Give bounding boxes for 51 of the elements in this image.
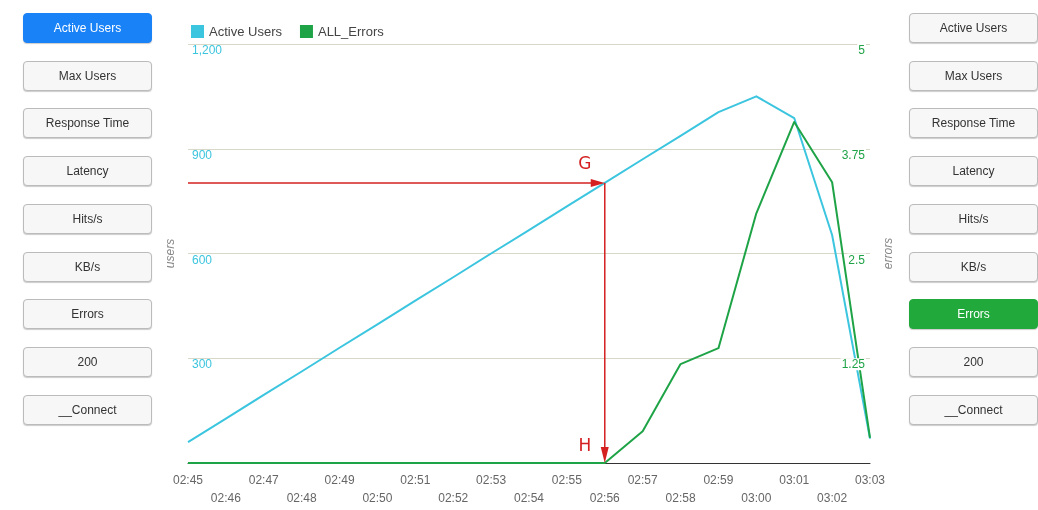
category-label: Max Users (909, 60, 1038, 91)
x-tick-label: 02:46 (210, 491, 242, 505)
y2-axis-title: errors (881, 237, 895, 270)
category-label: 200 (23, 346, 152, 377)
y2-tick-label: 2.5 (848, 252, 866, 267)
category-label: Max Users (23, 60, 152, 91)
category-label: 200 (909, 346, 1038, 377)
legend-label: ALL_Errors (317, 24, 385, 39)
y2-tick-label: 5 (858, 43, 866, 57)
category-label: Hits/s (909, 203, 1038, 234)
y2-tick-label: 1.25 (841, 357, 866, 372)
category-label: Response Time (23, 108, 152, 139)
annotation: G (578, 152, 592, 173)
category-label: Response Time (909, 108, 1038, 139)
category-label: Hits/s (23, 203, 152, 234)
y-tick-label: 300 (192, 357, 213, 372)
x-tick-label: 02:47 (248, 473, 280, 487)
x-tick-label: 02:56 (589, 491, 621, 505)
x-tick-label: 03:03 (854, 473, 886, 487)
category-label: __Connect (909, 394, 1038, 425)
y-axis-title: users (163, 238, 177, 269)
x-tick-label: 02:49 (324, 473, 355, 487)
x-tick-label: 02:58 (665, 491, 696, 505)
x-tick-label: 03:02 (817, 491, 848, 505)
category-label: __Connect (23, 394, 152, 425)
category-label: Active Users (23, 13, 152, 43)
x-tick-label: 02:57 (627, 473, 659, 487)
category-label: Active Users (909, 13, 1038, 43)
x-tick-label: 02:51 (400, 473, 431, 487)
x-tick-label: 03:00 (741, 491, 772, 505)
x-tick-label: 02:50 (362, 491, 393, 505)
x-tick-label: 02:53 (476, 473, 507, 487)
y-tick-label: 600 (192, 252, 213, 267)
x-tick-label: 02:55 (551, 473, 583, 487)
category-label: Errors (909, 299, 1038, 330)
x-tick-label: 02:48 (286, 491, 318, 505)
annotation: H (578, 435, 592, 455)
x-tick-label: 02:59 (703, 473, 734, 487)
x-tick-label: 02:54 (513, 491, 545, 505)
category-label: Latency (23, 156, 152, 187)
y-tick-label: 1,200 (192, 43, 223, 57)
category-label: Errors (23, 299, 152, 330)
x-tick-label: 03:01 (779, 473, 810, 487)
legend-label: Active Users (209, 24, 283, 39)
x-tick-label: 02:45 (172, 473, 204, 487)
category-label: KB/s (909, 251, 1038, 282)
y2-tick-label: 3.75 (841, 147, 866, 162)
category-label: KB/s (23, 251, 152, 282)
category-label: Latency (909, 156, 1038, 187)
x-tick-label: 02:52 (438, 491, 469, 505)
y-tick-label: 900 (192, 147, 213, 162)
